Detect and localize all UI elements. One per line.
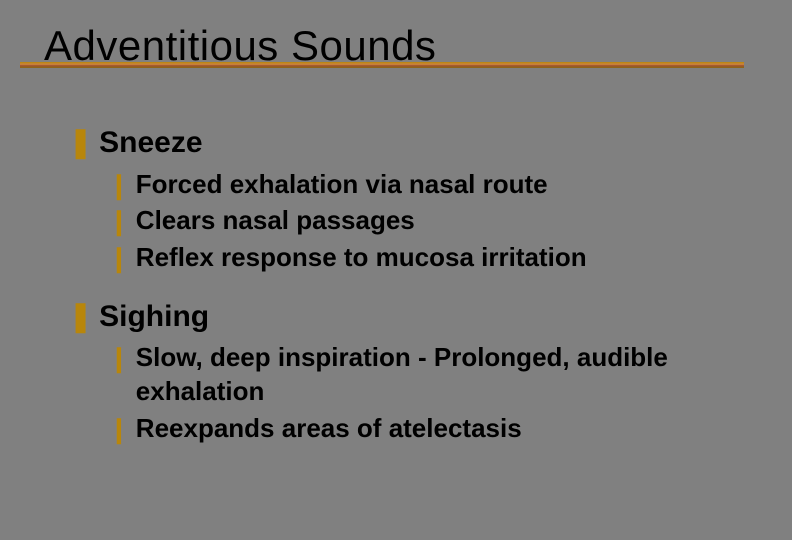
bullet-icon: ❚ [68,128,93,158]
list-item: ❙ Reflex response to mucosa irritation [108,241,744,275]
bullet-icon: ❚ [68,302,93,332]
item-text: Reflex response to mucosa irritation [136,241,587,275]
bullet-icon: ❙ [108,172,130,198]
list-item: ❙ Reexpands areas of atelectasis [108,412,744,446]
bullet-icon: ❙ [108,416,130,442]
item-text: Reexpands areas of atelectasis [136,412,522,446]
slide: Adventitious Sounds ❚ Sneeze ❙ Forced ex… [0,0,792,540]
content-area: ❚ Sneeze ❙ Forced exhalation via nasal r… [0,70,792,446]
title-area: Adventitious Sounds [0,0,792,70]
list-item: ❙ Clears nasal passages [108,204,744,238]
item-text: Forced exhalation via nasal route [136,168,548,202]
section-gap [68,278,744,292]
list-item: ❙ Slow, deep inspiration - Prolonged, au… [108,341,744,409]
bullet-icon: ❙ [108,245,130,271]
item-text: Slow, deep inspiration - Prolonged, audi… [136,341,744,409]
heading-text: Sneeze [99,124,202,162]
item-text: Clears nasal passages [136,204,415,238]
list-item: ❙ Forced exhalation via nasal route [108,168,744,202]
bullet-icon: ❙ [108,345,130,371]
heading-text: Sighing [99,298,209,336]
section-heading: ❚ Sneeze [68,124,744,162]
slide-title: Adventitious Sounds [44,22,436,70]
bullet-icon: ❙ [108,208,130,234]
section-heading: ❚ Sighing [68,298,744,336]
